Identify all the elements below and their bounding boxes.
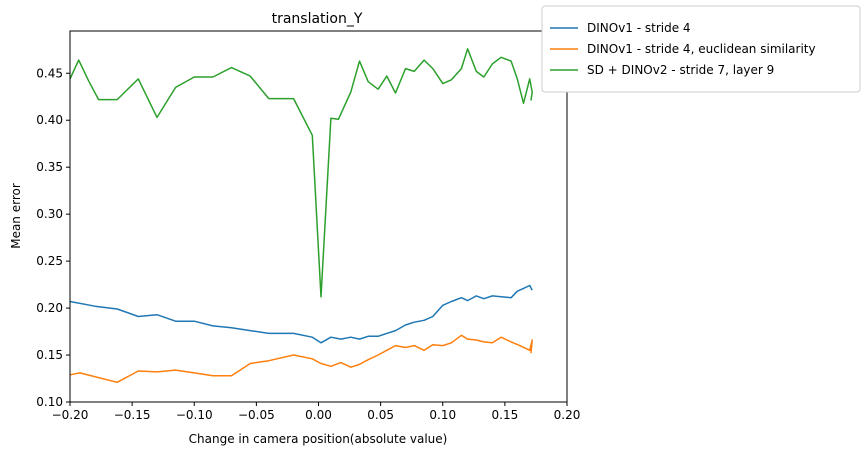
series-line-0	[69, 284, 533, 344]
x-tick-label: −0.20	[52, 408, 89, 422]
x-tick-label: 0.15	[492, 408, 519, 422]
y-tick-label: 0.20	[36, 301, 63, 315]
x-tick-label: −0.10	[176, 408, 213, 422]
y-tick-label: 0.25	[36, 254, 63, 268]
x-tick-label: −0.05	[238, 408, 275, 422]
x-axis: −0.20 −0.15 −0.10 −0.05 0.00 0.05 0.10 0.15 0.20	[52, 402, 581, 422]
y-tick-label: 0.35	[36, 160, 63, 174]
x-tick-label: −0.15	[114, 408, 151, 422]
legend-label-1: DINOv1 - stride 4, euclidean similarity	[587, 42, 816, 56]
y-tick-label: 0.30	[36, 207, 63, 221]
series-line-1	[69, 334, 533, 384]
y-axis: 0.10 0.15 0.20 0.25 0.30 0.35 0.40 0.45	[36, 66, 70, 409]
legend-box	[541, 5, 861, 93]
x-tick-label: 0.10	[429, 408, 456, 422]
y-tick-label: 0.40	[36, 113, 63, 127]
x-tick-label: 0.00	[305, 408, 332, 422]
legend-label-2: SD + DINOv2 - stride 7, layer 9	[587, 63, 774, 77]
y-axis-label: Mean error	[9, 183, 23, 249]
legend-label-0: DINOv1 - stride 4	[587, 21, 691, 35]
x-axis-label: Change in camera position(absolute value…	[189, 432, 448, 446]
series-line-2	[69, 48, 533, 298]
y-tick-label: 0.45	[36, 66, 63, 80]
y-tick-label: 0.15	[36, 348, 63, 362]
legend: DINOv1 - stride 4 DINOv1 - stride 4, eucl…	[541, 5, 861, 93]
series-layer	[69, 48, 533, 384]
x-tick-label: 0.05	[367, 408, 394, 422]
x-tick-label: 0.20	[554, 408, 581, 422]
y-tick-label: 0.10	[36, 395, 63, 409]
chart-title: translation_Y	[272, 11, 363, 27]
plot-frame	[69, 30, 568, 403]
